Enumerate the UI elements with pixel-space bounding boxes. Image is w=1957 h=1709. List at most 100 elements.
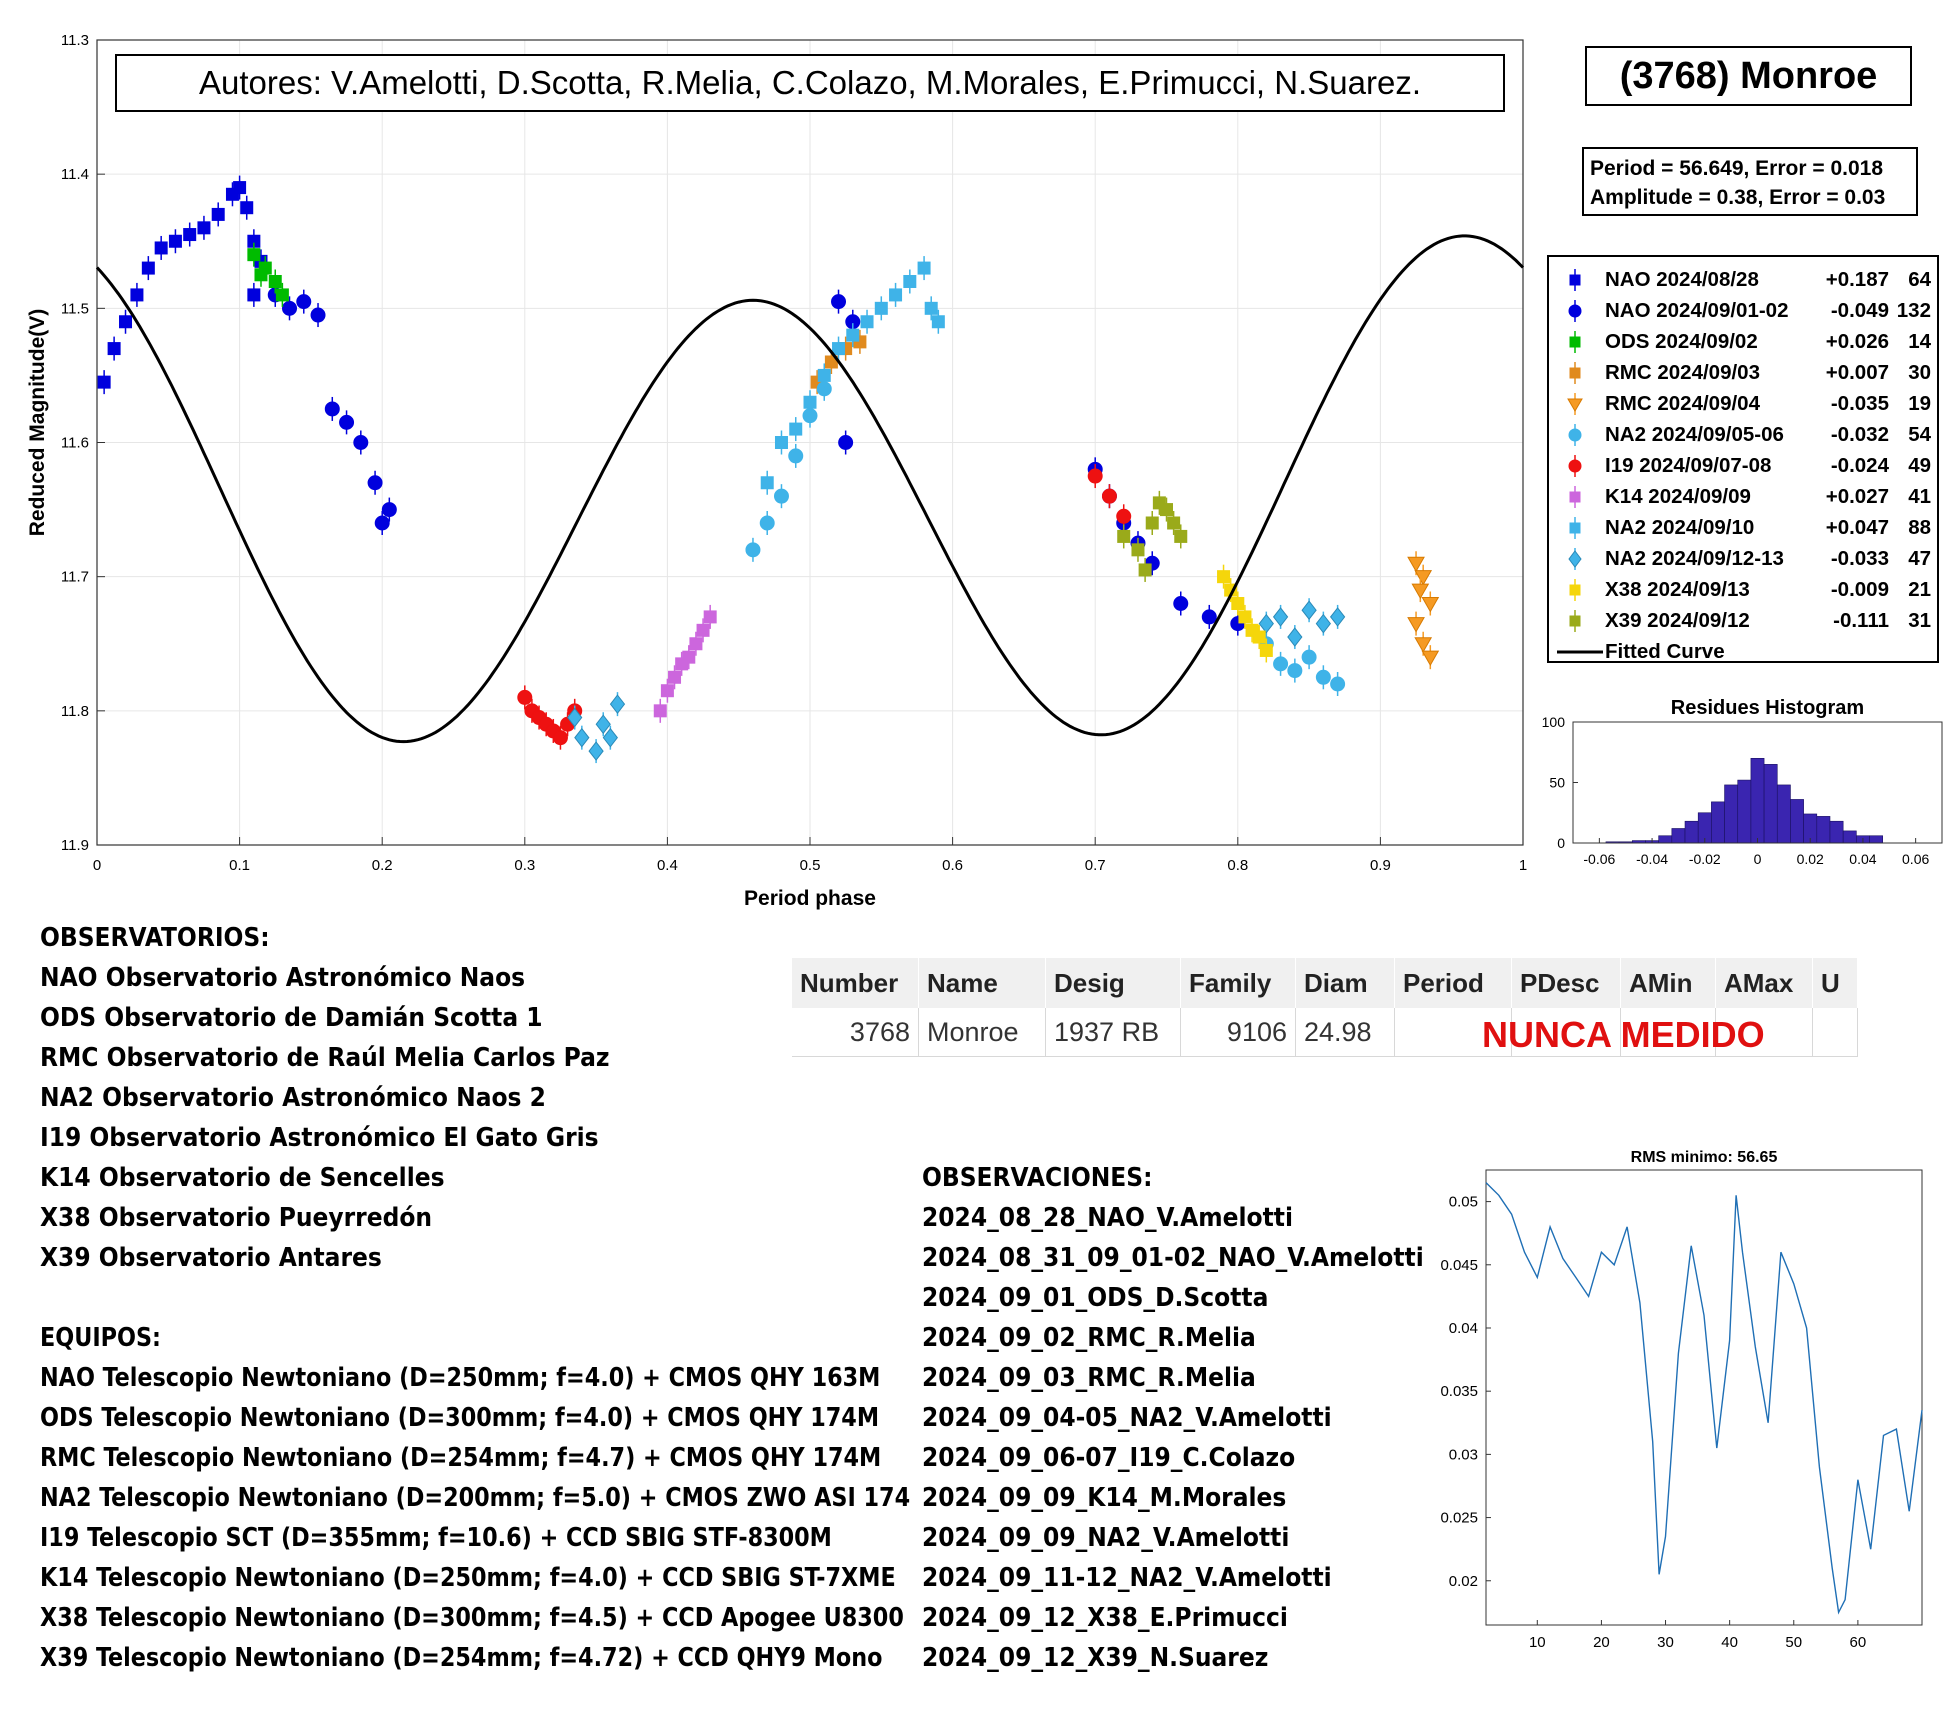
histogram-bar [1658, 835, 1673, 844]
asteroid-table: Number Name Desig Family Diam Period PDe… [792, 958, 1858, 1057]
x-tick-label: -0.06 [1583, 851, 1615, 867]
x-tick-label: 0.8 [1227, 857, 1248, 874]
x-tick-label: 0.9 [1370, 857, 1391, 874]
series-na2-2024-09-10 [760, 256, 945, 495]
col-period: Period [1394, 958, 1512, 1008]
equipos-heading: EQUIPOS: [40, 1323, 161, 1353]
legend-entry: X39 2024/09/12 -0.111 31 [1549, 606, 1937, 636]
data-point [1258, 613, 1274, 634]
y-tick-label: 100 [1542, 714, 1566, 730]
data-point [831, 294, 847, 310]
series-na2-2024-09-05-06 [745, 376, 1346, 696]
list-item: RMC Telescopio Newtoniano (D=254mm; f=4.… [40, 1443, 882, 1473]
legend-entry: K14 2024/09/09 +0.027 41 [1549, 482, 1937, 512]
data-point [381, 502, 397, 518]
legend-marker-icon [1568, 424, 1582, 446]
legend-count: 49 [1908, 454, 1931, 477]
legend-label: RMC 2024/09/03 [1605, 361, 1760, 384]
data-point [1301, 649, 1317, 665]
list-item: 2024_09_02_RMC_R.Melia [922, 1323, 1256, 1353]
data-point [602, 727, 618, 748]
list-item: X39 Telescopio Newtoniano (D=254mm; f=4.… [40, 1643, 883, 1673]
data-point [1421, 597, 1440, 613]
list-item: ODS Observatorio de Damián Scotta 1 [40, 1003, 543, 1033]
data-point [1273, 656, 1289, 672]
data-point [696, 623, 710, 637]
legend-offset: -0.009 [1830, 578, 1889, 601]
period-box: Period = 56.649, Error = 0.018 Amplitude… [1582, 147, 1918, 216]
data-point [924, 301, 938, 315]
data-point [588, 741, 604, 761]
legend-entry: NA2 2024/09/05-06 -0.032 54 [1549, 420, 1937, 450]
series-ods-2024-09-02 [247, 242, 289, 307]
legend-marker-icon [1568, 455, 1582, 477]
legend-label: X38 2024/09/13 [1605, 578, 1750, 601]
authors-text: Autores: V.Amelotti, D.Scotta, R.Melia, … [198, 64, 1421, 101]
cell-amax [1715, 1008, 1813, 1057]
data-point [832, 342, 846, 356]
data-point [789, 422, 803, 436]
legend-count: 14 [1908, 330, 1931, 353]
legend-label: K14 2024/09/09 [1605, 485, 1751, 508]
legend-marker [1569, 522, 1581, 534]
col-number: Number [792, 958, 919, 1008]
data-point [1414, 570, 1433, 586]
legend-offset: -0.049 [1830, 299, 1889, 322]
legend-offset: +0.187 [1825, 268, 1889, 291]
data-point [1287, 627, 1303, 647]
data-point [1231, 597, 1245, 610]
list-item: NA2 Observatorio Astronómico Naos 2 [40, 1083, 546, 1113]
data-point [552, 730, 568, 746]
histogram-bar [1869, 835, 1883, 844]
y-tick-label: 0.05 [1449, 1194, 1478, 1211]
data-point [97, 375, 111, 389]
legend-label: X39 2024/09/12 [1605, 609, 1750, 632]
x-tick-label: 1 [1519, 857, 1527, 874]
legend-offset: -0.024 [1830, 454, 1889, 477]
legend-offset: +0.047 [1825, 516, 1889, 539]
lightcurve-chart: 0 0.1 0.2 0.3 0.4 0.5 0.6 0.7 0.8 0.9 1 11.3 11.4 11.… [26, 32, 1527, 910]
series-nao-2024-08-28 [97, 175, 268, 395]
target-name: (3768) Monroe [1619, 54, 1878, 97]
list-item: K14 Observatorio de Sencelles [40, 1163, 445, 1193]
data-point [1131, 543, 1145, 557]
legend-entry: RMC 2024/09/03 +0.007 30 [1549, 358, 1937, 388]
data-point [1167, 516, 1181, 530]
data-point [1407, 556, 1425, 573]
data-point [931, 315, 945, 329]
data-point [703, 610, 717, 624]
chart-legend: NAO 2024/08/28 +0.187 64 NAO 2024/09/01-02 -… [1547, 255, 1939, 663]
target-title: (3768) Monroe [1585, 46, 1912, 106]
data-point [1173, 596, 1189, 611]
y-tick-label: 0.045 [1440, 1257, 1478, 1274]
legend-entry: NAO 2024/09/01-02 -0.049 132 [1549, 296, 1937, 326]
legend-count: 21 [1908, 578, 1931, 601]
legend-offset: +0.026 [1825, 330, 1889, 353]
data-point [119, 315, 133, 329]
plot-frame [96, 39, 1524, 846]
data-point [1287, 663, 1303, 679]
rms-chart: RMS minimo: 56.65 10 20 30 40 50 60 0.02 0.025 0.… [1440, 1149, 1923, 1651]
y-tick-label: 50 [1549, 775, 1565, 791]
cell-period [1394, 1008, 1512, 1057]
data-point [660, 684, 674, 698]
legend-count: 88 [1908, 516, 1931, 539]
col-u: U [1812, 958, 1858, 1008]
legend-label: NAO 2024/09/01-02 [1605, 299, 1789, 322]
x-tick-label: 40 [1721, 1634, 1738, 1651]
data-point [1087, 468, 1103, 484]
table-header-row: Number Name Desig Family Diam Period PDe… [792, 958, 1858, 1008]
col-name: Name [918, 958, 1046, 1008]
legend-line-icon [1557, 650, 1603, 654]
legend-offset: -0.111 [1833, 609, 1889, 632]
list-item: I19 Observatorio Astronómico El Gato Gri… [40, 1123, 599, 1153]
observaciones-heading: OBSERVACIONES: [922, 1163, 1153, 1193]
residues-histogram: Residues Histogram -0.06 -0.04 -0.02 0 0.02 0.… [1542, 697, 1943, 867]
data-point [197, 221, 211, 235]
legend-marker-icon [1569, 331, 1581, 353]
y-tick-label: 0.035 [1440, 1383, 1478, 1400]
legend-marker [1569, 336, 1581, 348]
data-point [130, 288, 144, 302]
legend-marker [1569, 491, 1581, 503]
list-item: 2024_09_09_K14_M.Morales [922, 1483, 1287, 1513]
